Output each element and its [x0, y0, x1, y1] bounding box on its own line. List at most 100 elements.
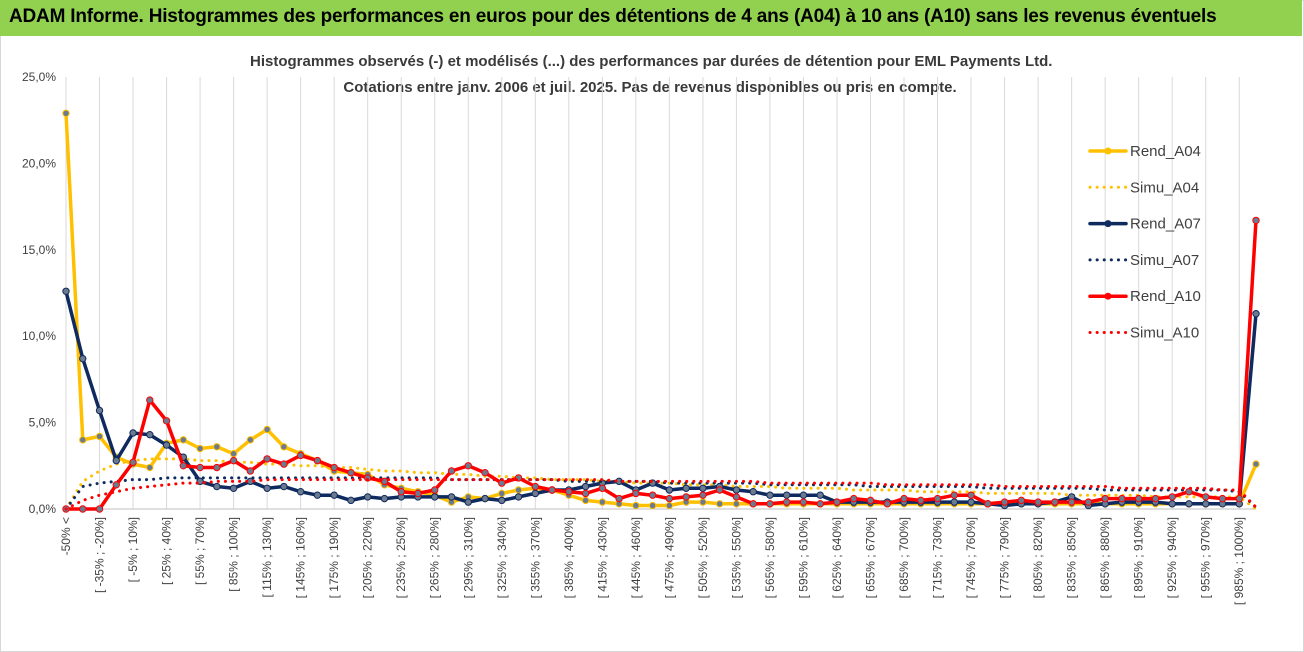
data-point-rend-a04 [229, 450, 238, 458]
legend-marker [1104, 147, 1112, 155]
data-point-rend-a07 [498, 496, 506, 505]
x-tick-label: [ 325% ; 340%] [495, 517, 509, 598]
data-point-rend-a10 [129, 458, 137, 467]
data-point-rend-a07 [766, 491, 774, 499]
data-point-rend-a10 [1051, 498, 1059, 506]
data-point-rend-a07 [213, 482, 221, 491]
data-point-rend-a10 [967, 491, 975, 499]
data-point-rend-a07 [665, 486, 674, 494]
data-point-rend-a10 [296, 451, 305, 460]
data-point-rend-a07 [95, 406, 104, 415]
data-point-rend-a10 [632, 489, 640, 498]
data-point-rend-a10 [749, 500, 757, 508]
data-point-rend-a07 [1252, 310, 1260, 318]
x-tick-label: [ -35% ; -20%] [93, 517, 107, 593]
data-point-rend-a10 [79, 505, 87, 513]
data-point-rend-a10 [933, 494, 942, 503]
x-tick-label: [ 445% ; 460%] [629, 517, 643, 598]
chart-title: Histogrammes observés (-) et modélisés (… [250, 53, 1053, 70]
data-point-rend-a07 [146, 430, 154, 439]
data-point-rend-a10 [1252, 216, 1260, 225]
data-point-rend-a10 [1101, 494, 1109, 503]
data-point-rend-a04 [498, 489, 506, 498]
x-tick-label: [ 715% ; 730%] [931, 517, 945, 598]
data-point-rend-a10 [431, 486, 439, 494]
data-point-rend-a10 [1235, 494, 1243, 503]
data-point-rend-a07 [79, 354, 87, 363]
x-tick-label: [ 745% ; 760%] [964, 517, 978, 598]
data-point-rend-a07 [129, 429, 137, 437]
data-point-rend-a10 [1034, 498, 1042, 506]
data-point-rend-a10 [950, 491, 959, 499]
data-point-rend-a10 [1067, 498, 1076, 506]
data-point-rend-a07 [1202, 500, 1210, 508]
data-point-rend-a10 [598, 484, 607, 492]
data-point-rend-a10 [347, 469, 355, 477]
y-tick-label: 5,0% [29, 416, 57, 430]
legend-label: Rend_A04 [1130, 143, 1201, 160]
data-point-rend-a07 [514, 493, 523, 501]
data-point-rend-a10 [531, 482, 539, 491]
data-point-rend-a10 [414, 489, 422, 498]
data-point-rend-a04 [598, 498, 607, 506]
data-point-rend-a04 [95, 432, 104, 441]
data-point-rend-a10 [699, 491, 707, 499]
data-point-rend-a10 [146, 396, 154, 404]
x-tick-label: [ 25% ; 40%] [160, 517, 174, 585]
x-tick-label: [ 925% ; 940%] [1165, 517, 1179, 598]
data-point-rend-a10 [1202, 493, 1210, 501]
x-tick-label: [ 385% ; 400%] [562, 517, 576, 598]
data-point-rend-a07 [783, 491, 791, 499]
x-tick-label: [ 55% ; 70%] [193, 517, 207, 585]
y-tick-label: 10,0% [22, 329, 56, 343]
data-point-rend-a07 [380, 494, 389, 503]
data-point-rend-a07 [699, 484, 707, 492]
data-point-rend-a10 [1134, 494, 1143, 503]
data-point-rend-a10 [732, 493, 741, 501]
data-point-rend-a10 [833, 498, 841, 506]
x-tick-label: [ 625% ; 640%] [830, 517, 844, 598]
x-tick-label: [ 475% ; 490%] [662, 517, 676, 598]
x-tick-label: [ 985% ; 1000%] [1232, 517, 1246, 605]
legend-label: Simu_A04 [1130, 179, 1199, 196]
data-point-rend-a07 [313, 491, 322, 499]
data-point-rend-a10 [196, 463, 204, 472]
data-point-rend-a10 [1168, 493, 1176, 501]
data-point-rend-a07 [62, 287, 70, 295]
data-point-rend-a10 [799, 498, 808, 506]
data-point-rend-a04 [196, 444, 204, 453]
legend-label: Rend_A07 [1130, 216, 1201, 233]
x-tick-label: [ 535% ; 550%] [729, 517, 743, 598]
legend-label: Simu_A07 [1130, 252, 1199, 269]
legend-marker [1104, 292, 1112, 300]
series-line-rend-a04 [64, 111, 1258, 508]
header-banner: ADAM Informe. Histogrammes des performan… [0, 0, 1302, 36]
data-point-rend-a07 [816, 491, 824, 499]
data-point-rend-a10 [1118, 494, 1126, 503]
data-point-rend-a10 [565, 488, 573, 496]
data-point-rend-a10 [783, 498, 791, 506]
data-point-rend-a07 [967, 498, 975, 506]
data-point-rend-a04 [648, 501, 657, 510]
data-point-rend-a10 [397, 488, 405, 496]
data-point-rend-a10 [1000, 498, 1009, 506]
data-point-rend-a10 [1084, 498, 1093, 506]
data-point-rend-a04 [179, 436, 188, 444]
series-line-simu-a04 [64, 457, 1258, 511]
data-point-rend-a07 [581, 482, 590, 491]
data-point-rend-a07 [531, 489, 539, 498]
data-point-rend-a07 [263, 484, 271, 492]
data-point-rend-a10 [883, 500, 891, 508]
x-tick-label: [ 895% ; 910%] [1132, 517, 1146, 598]
data-point-rend-a10 [112, 481, 120, 489]
x-tick-label: [ 835% ; 850%] [1065, 517, 1079, 598]
data-point-rend-a04 [514, 486, 523, 494]
x-tick-label: [ 775% ; 790%] [998, 517, 1012, 598]
data-point-rend-a07 [330, 491, 338, 499]
data-point-rend-a10 [464, 462, 472, 470]
x-tick-label: [ 295% ; 310%] [461, 517, 475, 598]
data-point-rend-a07 [464, 498, 472, 506]
data-point-rend-a10 [1151, 494, 1160, 503]
data-point-rend-a07 [280, 482, 288, 491]
